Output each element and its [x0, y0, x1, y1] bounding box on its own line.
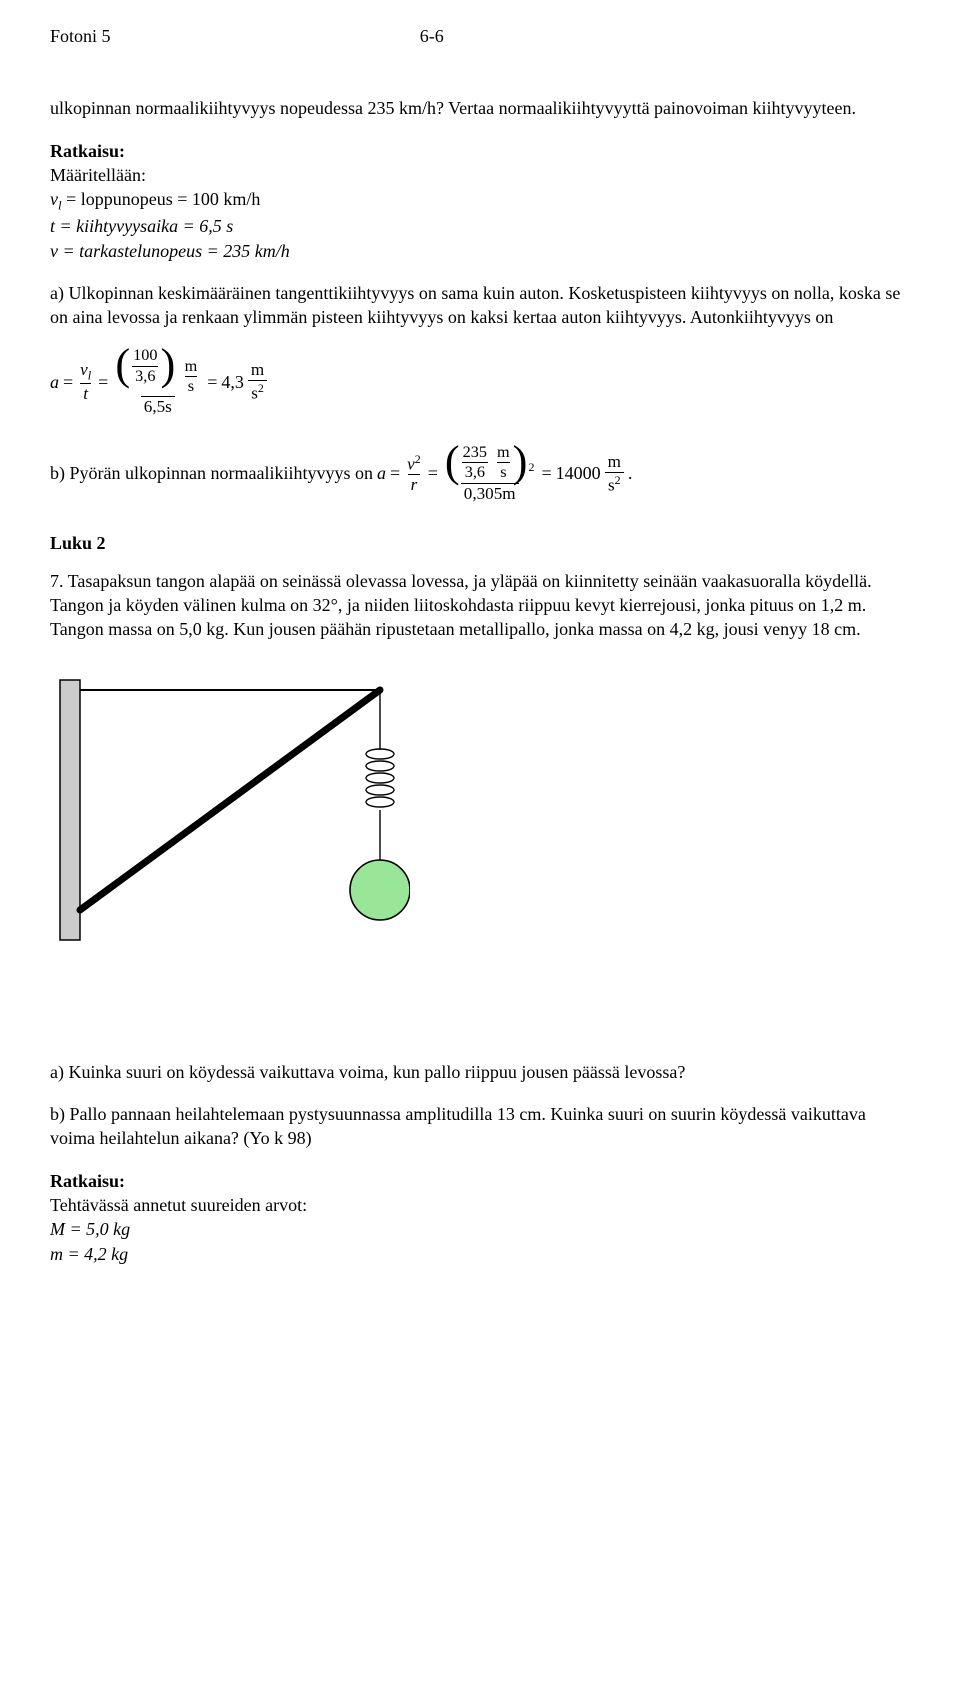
section-heading-luku2: Luku 2 [50, 531, 910, 555]
given-m: m = 4,2 kg [50, 1244, 128, 1264]
question-a: a) Kuinka suuri on köydessä vaikuttava v… [50, 1060, 910, 1084]
def-t: t = kiihtyvyysaika = 6,5 s [50, 216, 233, 236]
def-vl: vl = loppunopeus = 100 km/h [50, 189, 260, 209]
equation-a: a = vl t = ( 100 3,6 ) m s [50, 347, 910, 416]
def-v: v = tarkastelunopeus = 235 km/h [50, 241, 290, 261]
spring-diagram [50, 660, 910, 1020]
given-values-label: Tehtävässä annetut suureiden arvot: [50, 1195, 307, 1215]
question-b: b) Pallo pannaan heilahtelemaan pystysuu… [50, 1102, 910, 1151]
problem-statement: ulkopinnan normaalikiihtyvyys nopeudessa… [50, 96, 910, 120]
equation-b: b) Pyörän ulkopinnan normaalikiihtyvyys … [50, 444, 910, 502]
problem-7-text: 7. Tasapaksun tangon alapää on seinässä … [50, 569, 910, 642]
ratkaisu-heading-2: Ratkaisu: [50, 1171, 125, 1191]
spring-diagram-svg [50, 660, 410, 1020]
page-number: 6-6 [420, 24, 444, 48]
ratkaisu-heading: Ratkaisu: [50, 141, 125, 161]
page-header: Fotoni 5 6-6 [50, 24, 910, 48]
book-title: Fotoni 5 [50, 24, 420, 48]
given-M: M = 5,0 kg [50, 1219, 130, 1239]
body-a: a) Ulkopinnan keskimääräinen tangenttiki… [50, 281, 910, 330]
maaritellaan-label: Määritellään: [50, 165, 146, 185]
